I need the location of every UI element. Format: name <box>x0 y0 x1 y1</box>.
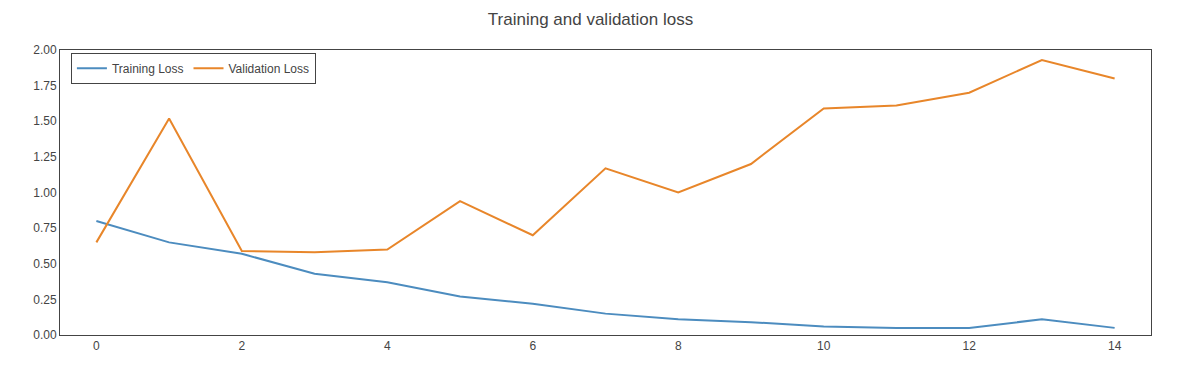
svg-text:1.75: 1.75 <box>33 79 57 93</box>
svg-text:4: 4 <box>384 339 391 353</box>
svg-text:Training and validation loss: Training and validation loss <box>488 10 693 29</box>
svg-text:1.00: 1.00 <box>33 186 57 200</box>
svg-text:0: 0 <box>93 339 100 353</box>
svg-text:Training Loss: Training Loss <box>112 62 184 76</box>
svg-text:0.50: 0.50 <box>33 257 57 271</box>
svg-text:2: 2 <box>238 339 245 353</box>
svg-text:Validation Loss: Validation Loss <box>229 62 310 76</box>
svg-text:12: 12 <box>962 339 976 353</box>
svg-text:1.25: 1.25 <box>33 150 57 164</box>
svg-text:0.25: 0.25 <box>33 293 57 307</box>
svg-text:8: 8 <box>675 339 682 353</box>
svg-text:14: 14 <box>1108 339 1122 353</box>
svg-text:2.00: 2.00 <box>33 43 57 57</box>
svg-text:6: 6 <box>529 339 536 353</box>
svg-text:0.75: 0.75 <box>33 221 57 235</box>
svg-text:10: 10 <box>817 339 831 353</box>
svg-text:1.50: 1.50 <box>33 114 57 128</box>
svg-text:0.00: 0.00 <box>33 328 57 342</box>
